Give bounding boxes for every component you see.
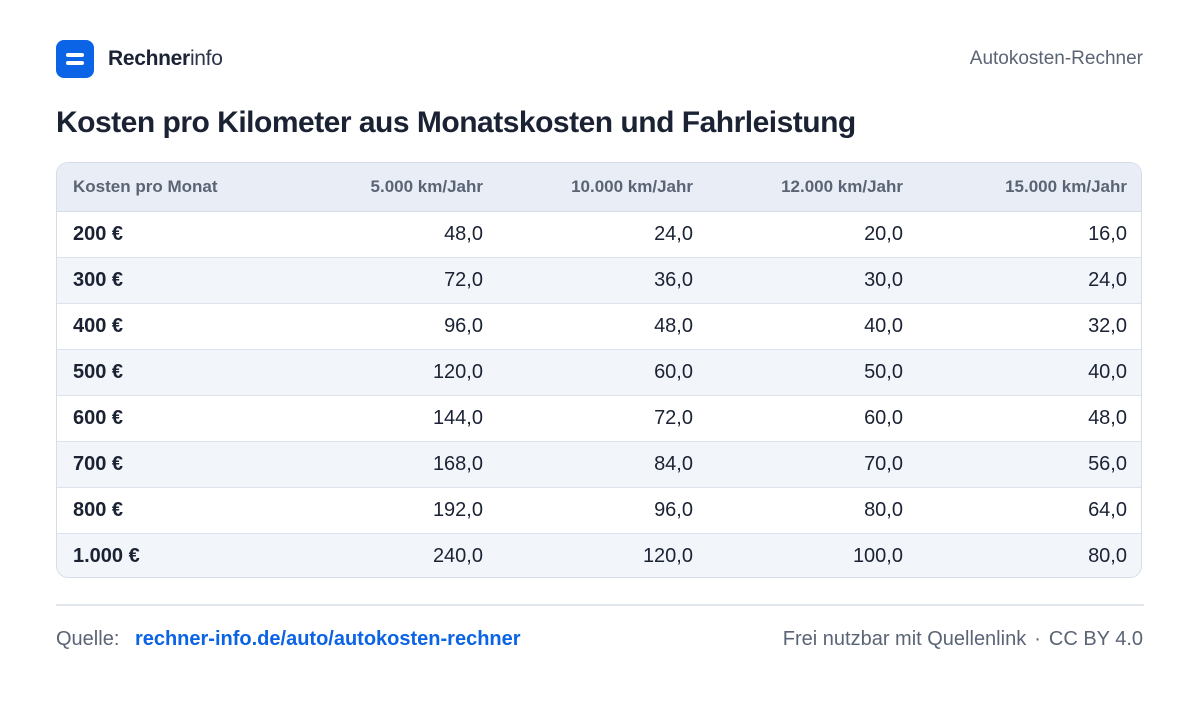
table-header-row: Kosten pro Monat 5.000 km/Jahr 10.000 km… [57,163,1141,212]
table-cell: 16,0 [1088,222,1127,245]
column-header-5000: 5.000 km/Jahr [290,163,499,212]
row-label: 700 € [57,440,290,487]
table-cell: 40,0 [709,302,919,349]
table-cell: 96,0 [499,486,709,533]
table-cell: 192,0 [290,486,499,533]
table-cell: 120,0 [499,532,709,577]
table-cell: 120,0 [290,348,499,395]
brand[interactable]: Rechnerinfo [56,40,223,78]
table-cell: 240,0 [290,532,499,577]
table-cell: 64,0 [919,486,1141,533]
row-label: 600 € [57,394,290,441]
table-cell: 30,0 [709,256,919,303]
license-text: Frei nutzbar mit Quellenlink [782,628,1027,650]
footer-divider [56,604,1144,606]
table-row: 1.000 € 240,0 120,0 100,0 80,0 [57,532,1141,577]
table-cell: 24,0 [919,256,1141,303]
table-cell: 56,0 [919,440,1141,487]
table-cell: 32,0 [919,302,1141,349]
column-header-10000: 10.000 km/Jahr [499,163,709,212]
table-cell: 60,0 [709,394,919,441]
source: Quelle: rechner-info.de/auto/autokosten-… [56,628,521,651]
table-cell: 48,0 [919,394,1141,441]
source-label: Quelle: [56,628,120,650]
header: Rechnerinfo Autokosten-Rechner [56,40,1143,78]
table-row: 600 € 144,0 72,0 60,0 48,0 [57,394,1141,441]
license: Frei nutzbar mit Quellenlink · CC BY 4.0 [783,628,1143,651]
table-row: 400 € 96,0 48,0 40,0 32,0 [57,302,1141,349]
table-cell: 24,0 [654,222,693,245]
brand-name: Rechnerinfo [108,47,223,71]
brand-name-bold: Rechner [108,47,190,70]
table-cell: 80,0 [709,486,919,533]
table-cell: 144,0 [290,394,499,441]
page-title: Kosten pro Kilometer aus Monatskosten un… [56,106,856,139]
table-row: 200 € 48,0 24,0 20,0 16,0 [57,211,1141,257]
row-label: 1.000 € [57,532,290,577]
table-cell: 72,0 [290,256,499,303]
table-cell: 168,0 [290,440,499,487]
logo-bar-top [66,53,84,57]
logo-bar-bottom [66,61,84,65]
table-row: 300 € 72,0 36,0 30,0 24,0 [57,256,1141,303]
row-label: 300 € [57,256,290,303]
row-label: 200 € [73,222,124,245]
table-cell: 20,0 [864,222,903,245]
table-cell: 50,0 [709,348,919,395]
row-label: 500 € [57,348,290,395]
section-label: Autokosten-Rechner [969,48,1143,69]
cost-table-container: Kosten pro Monat 5.000 km/Jahr 10.000 km… [56,162,1142,578]
footer: Quelle: rechner-info.de/auto/autokosten-… [56,628,1143,651]
row-label: 800 € [57,486,290,533]
table-cell: 84,0 [499,440,709,487]
table-cell: 36,0 [499,256,709,303]
table-cell: 70,0 [709,440,919,487]
cost-table: Kosten pro Monat 5.000 km/Jahr 10.000 km… [57,163,1141,577]
license-separator: · [1034,628,1041,650]
column-header-12000: 12.000 km/Jahr [709,163,919,212]
column-header-15000: 15.000 km/Jahr [919,163,1141,212]
license-name: CC BY 4.0 [1048,628,1143,650]
table-cell: 48,0 [499,302,709,349]
logo-icon [56,40,94,78]
table-row: 500 € 120,0 60,0 50,0 40,0 [57,348,1141,395]
table-cell: 48,0 [444,222,483,245]
table-cell: 80,0 [919,532,1141,577]
table-cell: 100,0 [709,532,919,577]
table-cell: 60,0 [499,348,709,395]
source-link[interactable]: rechner-info.de/auto/autokosten-rechner [134,628,521,650]
table-cell: 40,0 [919,348,1141,395]
table-cell: 72,0 [499,394,709,441]
table-cell: 96,0 [290,302,499,349]
brand-name-light: info [189,47,223,70]
table-row: 700 € 168,0 84,0 70,0 56,0 [57,440,1141,487]
column-header-monthly-cost: Kosten pro Monat [57,163,290,212]
table-row: 800 € 192,0 96,0 80,0 64,0 [57,486,1141,533]
row-label: 400 € [57,302,290,349]
